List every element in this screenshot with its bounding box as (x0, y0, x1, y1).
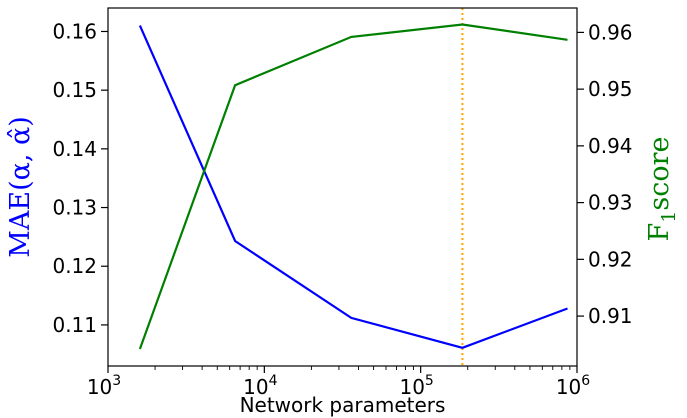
right-y-tick-label: 0.91 (588, 304, 633, 328)
mae-series-line (138, 25, 568, 349)
right-y-axis-title-rest: score (644, 137, 675, 211)
x-tick-label: 106 (556, 373, 590, 399)
left-y-axis-title: MAE(α, α̂) (5, 116, 36, 258)
x-tick-label: 103 (87, 373, 121, 399)
x-axis-ticks: 103 104 105 106 (87, 366, 590, 399)
left-y-tick-label: 0.14 (52, 137, 97, 161)
x-axis-title: Network parameters (240, 393, 446, 417)
right-y-axis-title-subscript: 1 (658, 211, 680, 223)
right-y-axis-ticks: 0.91 0.92 0.93 0.94 0.95 0.96 (577, 20, 633, 328)
f1-series-line (138, 23, 568, 350)
x-tick-label-base: 10 (399, 375, 424, 399)
x-tick-label-exponent: 5 (425, 373, 434, 389)
left-y-axis-ticks: 0.11 0.12 0.13 0.14 0.15 0.16 (52, 19, 108, 337)
right-y-tick-label: 0.92 (588, 247, 633, 271)
x-tick-label: 104 (243, 373, 277, 399)
right-y-tick-label: 0.93 (588, 191, 633, 215)
right-y-tick-label: 0.96 (588, 20, 633, 44)
x-tick-label-base: 10 (556, 375, 581, 399)
left-y-tick-label: 0.15 (52, 78, 97, 102)
x-tick-label-base: 10 (243, 375, 268, 399)
x-tick-label-exponent: 3 (112, 373, 121, 389)
right-y-tick-label: 0.94 (588, 134, 633, 158)
left-y-tick-label: 0.11 (52, 313, 97, 337)
left-y-tick-label: 0.12 (52, 254, 97, 278)
x-tick-label: 105 (399, 373, 433, 399)
right-y-tick-label: 0.95 (588, 77, 633, 101)
x-tick-label-exponent: 4 (269, 373, 278, 389)
left-y-tick-label: 0.16 (52, 19, 97, 43)
x-tick-label-base: 10 (87, 375, 112, 399)
plot-frame (107, 7, 578, 367)
right-y-axis-title: F1score (644, 137, 680, 242)
x-tick-label-exponent: 6 (581, 373, 590, 389)
right-y-axis-title-main: F (644, 223, 675, 242)
left-y-tick-label: 0.13 (52, 196, 97, 220)
